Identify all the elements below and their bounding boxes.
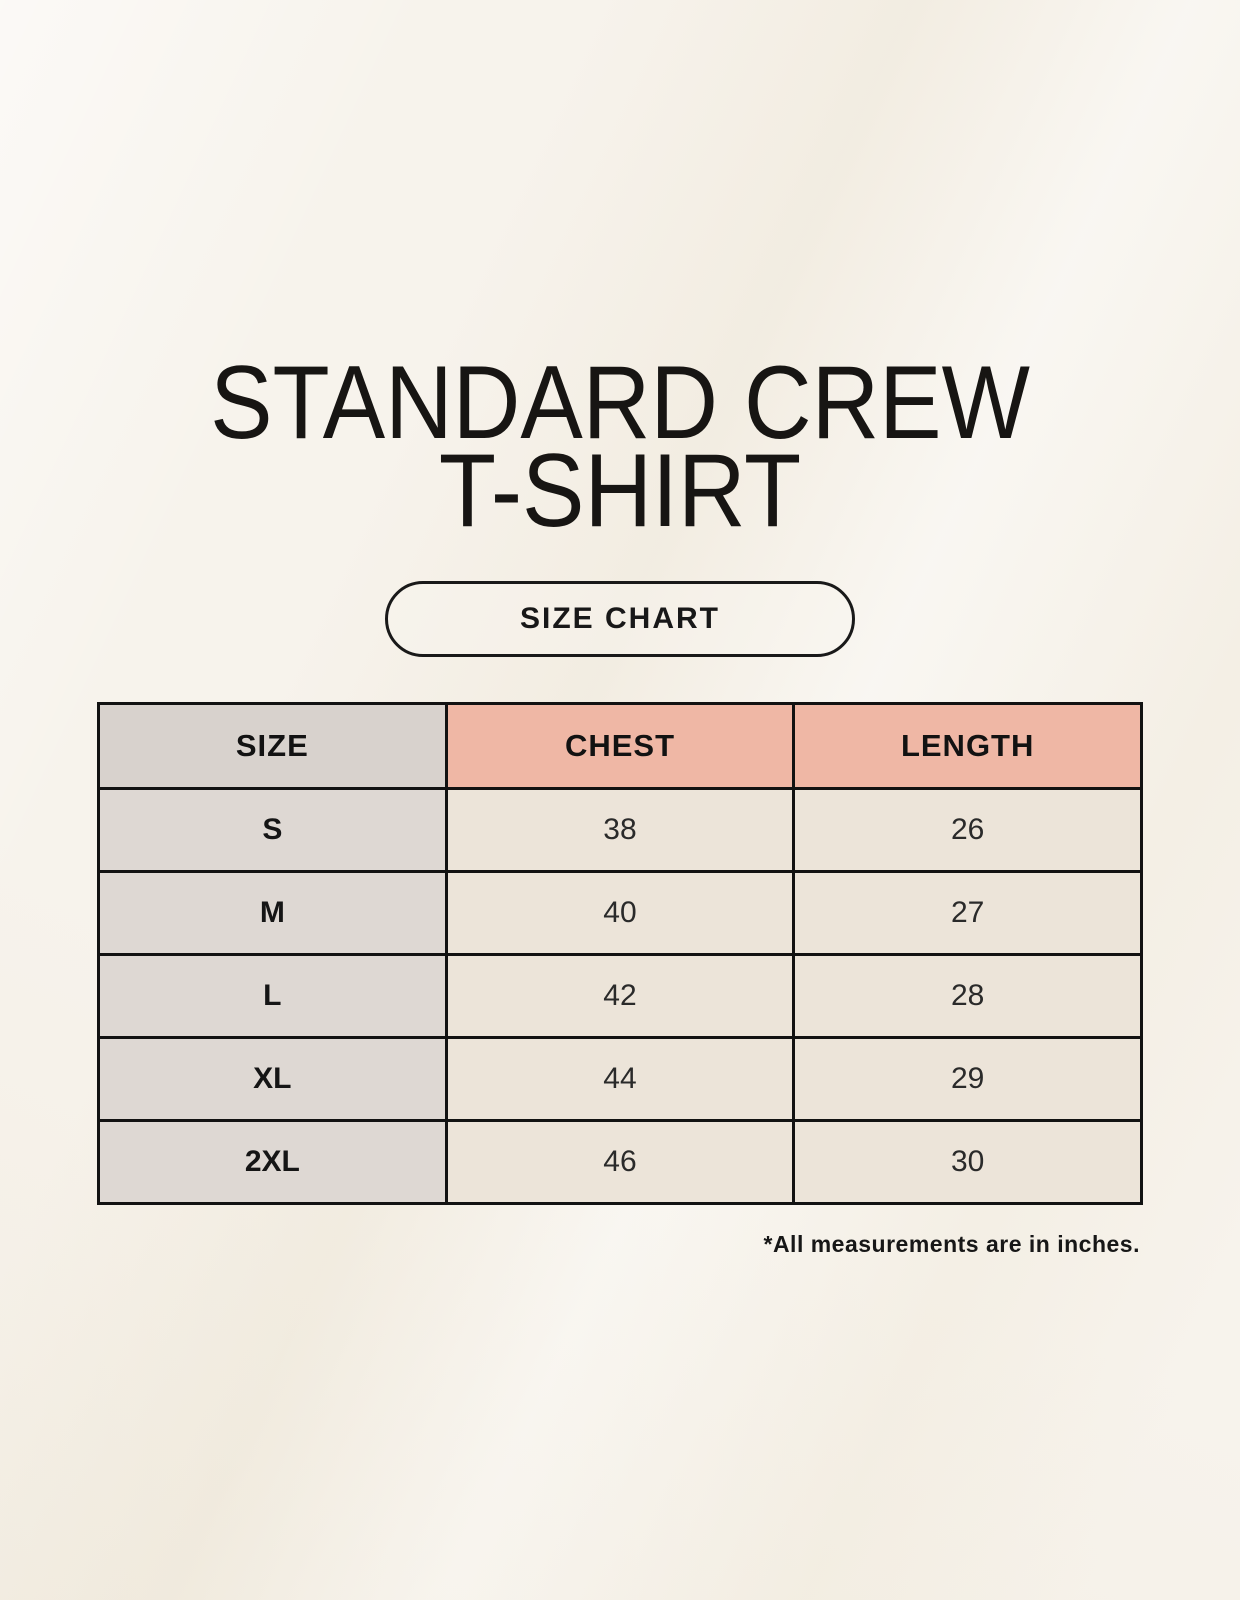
table-row-xl: XL 44 29: [97, 1036, 1143, 1122]
length-cell: 26: [792, 787, 1143, 873]
measurements-footnote: *All measurements are in inches.: [763, 1231, 1140, 1257]
length-cell: 27: [792, 870, 1143, 956]
column-header-length: LENGTH: [792, 702, 1143, 790]
table-row-2xl: 2XL 46 30: [97, 1119, 1143, 1205]
size-cell: S: [97, 787, 448, 873]
size-cell: 2XL: [97, 1119, 448, 1205]
chest-cell: 46: [444, 1119, 796, 1205]
chest-cell: 42: [444, 953, 796, 1039]
length-cell: 29: [792, 1036, 1143, 1122]
table-row-l: L 42 28: [97, 953, 1143, 1039]
page-title-line-2: T-SHIRT: [438, 433, 802, 549]
page-title: STANDARD CREW T-SHIRT: [62, 345, 1178, 549]
length-cell: 30: [792, 1119, 1143, 1205]
size-chart-badge-label: SIZE CHART: [520, 602, 720, 635]
size-table-body: S 38 26 M 40 27 L 42 28 XL 44 29 2XL 46 …: [97, 787, 1143, 1205]
size-cell: M: [97, 870, 448, 956]
column-header-size: SIZE: [97, 702, 448, 790]
chest-cell: 38: [444, 787, 796, 873]
column-header-chest: CHEST: [444, 702, 796, 790]
length-cell: 28: [792, 953, 1143, 1039]
chest-cell: 44: [444, 1036, 796, 1122]
size-cell: L: [97, 953, 448, 1039]
size-cell: XL: [97, 1036, 448, 1122]
size-table: SIZE CHEST LENGTH S 38 26 M 40 27 L 42 2…: [97, 702, 1143, 1205]
table-row-s: S 38 26: [97, 787, 1143, 873]
table-row-m: M 40 27: [97, 870, 1143, 956]
size-chart-badge: SIZE CHART: [385, 581, 855, 657]
chest-cell: 40: [444, 870, 796, 956]
page-title-line-1: STANDARD CREW: [210, 345, 1030, 461]
table-header-row: SIZE CHEST LENGTH: [97, 702, 1143, 790]
